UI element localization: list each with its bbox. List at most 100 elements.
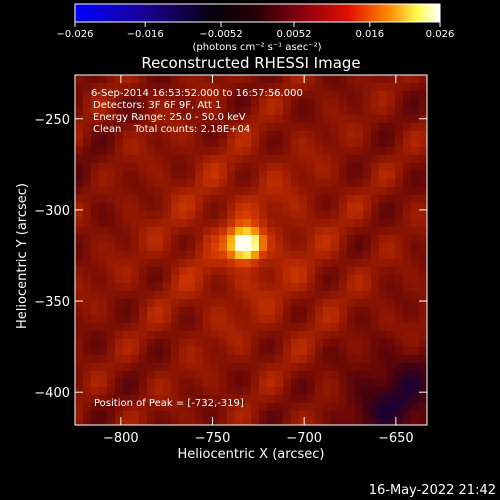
heatmap-cell bbox=[83, 395, 91, 403]
heatmap-cell bbox=[243, 371, 251, 379]
heatmap-cell bbox=[235, 339, 243, 347]
heatmap-cell bbox=[275, 219, 283, 227]
heatmap-cell bbox=[267, 163, 275, 171]
heatmap-cell bbox=[211, 163, 219, 171]
heatmap-cell bbox=[355, 75, 363, 83]
heatmap-cell bbox=[91, 363, 99, 371]
heatmap-cell bbox=[307, 331, 315, 339]
heatmap-cell bbox=[227, 259, 235, 267]
heatmap-cell bbox=[211, 115, 219, 123]
heatmap-cell bbox=[331, 99, 339, 107]
heatmap-cell bbox=[139, 307, 147, 315]
heatmap-cell bbox=[219, 235, 227, 243]
heatmap-cell bbox=[403, 107, 411, 115]
heatmap-cell bbox=[147, 395, 155, 403]
heatmap-cell bbox=[147, 211, 155, 219]
heatmap-cell bbox=[331, 107, 339, 115]
heatmap-cell bbox=[75, 323, 83, 331]
heatmap-cell bbox=[203, 267, 211, 275]
heatmap-cell bbox=[307, 363, 315, 371]
heatmap-cell bbox=[227, 403, 235, 411]
heatmap-cell bbox=[403, 155, 411, 163]
heatmap-cell bbox=[283, 323, 291, 331]
colorbar-tick-label: −0.016 bbox=[127, 29, 164, 40]
heatmap-cell bbox=[139, 107, 147, 115]
heatmap-cell bbox=[291, 131, 299, 139]
heatmap-cell bbox=[139, 155, 147, 163]
heatmap-cell bbox=[235, 83, 243, 91]
heatmap-cell bbox=[339, 123, 347, 131]
heatmap-cell bbox=[379, 307, 387, 315]
heatmap-cell bbox=[99, 339, 107, 347]
heatmap-cell bbox=[243, 339, 251, 347]
heatmap-cell bbox=[147, 171, 155, 179]
heatmap-cell bbox=[211, 171, 219, 179]
heatmap-cell bbox=[147, 403, 155, 411]
heatmap-cell bbox=[75, 171, 83, 179]
heatmap-cell bbox=[91, 123, 99, 131]
heatmap-cell bbox=[403, 75, 411, 83]
heatmap-cell bbox=[83, 355, 91, 363]
heatmap-cell bbox=[347, 347, 355, 355]
heatmap-cell bbox=[107, 235, 115, 243]
heatmap-cell bbox=[395, 243, 403, 251]
heatmap-cell bbox=[139, 363, 147, 371]
heatmap-cell bbox=[363, 171, 371, 179]
heatmap-cell bbox=[363, 363, 371, 371]
heatmap-cell bbox=[251, 419, 259, 425]
heatmap-cell bbox=[371, 403, 379, 411]
heatmap-cell bbox=[411, 99, 419, 107]
heatmap-cell bbox=[83, 203, 91, 211]
heatmap-cell bbox=[163, 235, 171, 243]
heatmap-cell bbox=[243, 267, 251, 275]
heatmap-cell bbox=[123, 267, 131, 275]
heatmap-cell bbox=[107, 227, 115, 235]
heatmap-cell bbox=[331, 219, 339, 227]
heatmap-cell bbox=[339, 243, 347, 251]
heatmap-cell bbox=[131, 187, 139, 195]
heatmap-cell bbox=[227, 99, 235, 107]
heatmap-cell bbox=[403, 275, 411, 283]
heatmap-cell bbox=[395, 195, 403, 203]
heatmap-cell bbox=[363, 299, 371, 307]
heatmap-cell bbox=[179, 259, 187, 267]
heatmap-cell bbox=[251, 307, 259, 315]
heatmap-cell bbox=[155, 291, 163, 299]
heatmap-cell bbox=[371, 243, 379, 251]
heatmap-cell bbox=[243, 315, 251, 323]
heatmap-cell bbox=[291, 115, 299, 123]
heatmap-cell bbox=[123, 139, 131, 147]
heatmap-cell bbox=[187, 243, 195, 251]
heatmap-cell bbox=[331, 403, 339, 411]
heatmap-cell bbox=[131, 259, 139, 267]
heatmap-cell bbox=[91, 347, 99, 355]
heatmap-cell bbox=[123, 275, 131, 283]
heatmap-cell bbox=[243, 131, 251, 139]
heatmap-cell bbox=[155, 235, 163, 243]
heatmap-cell bbox=[395, 187, 403, 195]
heatmap-cell bbox=[403, 283, 411, 291]
heatmap-cell bbox=[139, 251, 147, 259]
heatmap-cell bbox=[411, 219, 419, 227]
heatmap-cell bbox=[355, 203, 363, 211]
heatmap-cell bbox=[339, 331, 347, 339]
heatmap-cell bbox=[75, 211, 83, 219]
heatmap-cell bbox=[315, 123, 323, 131]
heatmap-cell bbox=[163, 107, 171, 115]
heatmap-cell bbox=[155, 179, 163, 187]
heatmap-cell bbox=[259, 179, 267, 187]
heatmap-cell bbox=[171, 83, 179, 91]
heatmap-cell bbox=[83, 283, 91, 291]
heatmap-cell bbox=[163, 163, 171, 171]
heatmap-cell bbox=[331, 387, 339, 395]
heatmap-cell bbox=[163, 403, 171, 411]
heatmap-cell bbox=[323, 363, 331, 371]
heatmap-cell bbox=[115, 251, 123, 259]
heatmap-cell bbox=[99, 75, 107, 83]
heatmap-cell bbox=[179, 203, 187, 211]
heatmap-cell bbox=[387, 147, 395, 155]
heatmap-cell bbox=[123, 411, 131, 419]
heatmap-cell bbox=[179, 243, 187, 251]
heatmap-cell bbox=[243, 171, 251, 179]
heatmap-cell bbox=[395, 379, 403, 387]
